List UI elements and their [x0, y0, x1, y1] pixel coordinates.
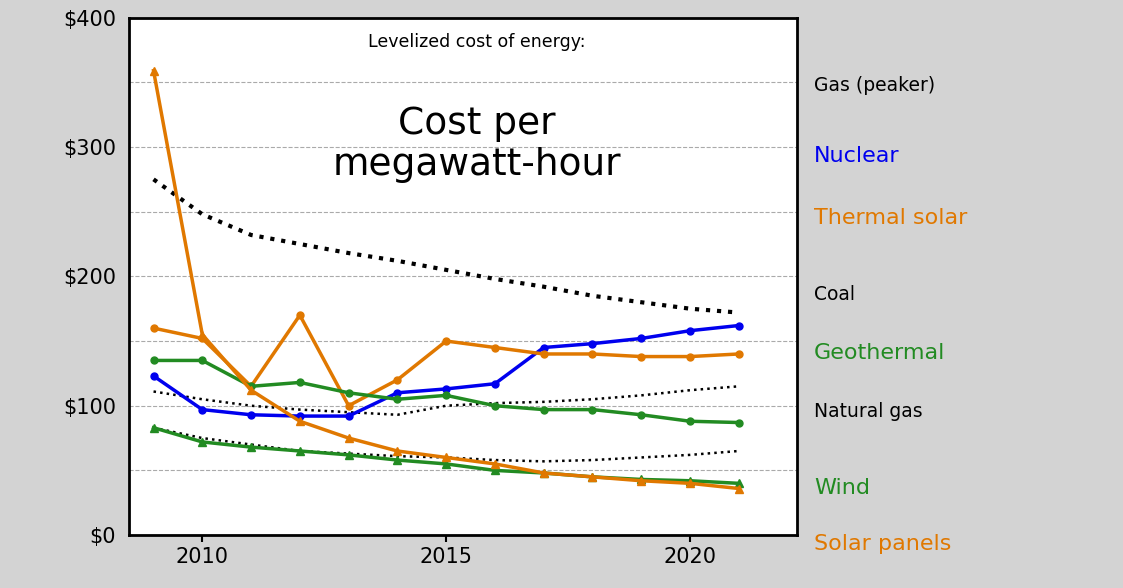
Text: Thermal solar: Thermal solar	[814, 208, 968, 228]
Text: Natural gas: Natural gas	[814, 402, 923, 421]
Text: Levelized cost of energy:: Levelized cost of energy:	[368, 33, 585, 51]
Text: Nuclear: Nuclear	[814, 146, 900, 166]
Text: Wind: Wind	[814, 478, 870, 498]
Text: Coal: Coal	[814, 285, 856, 303]
Text: Cost per
megawatt-hour: Cost per megawatt-hour	[332, 106, 621, 183]
Text: Geothermal: Geothermal	[814, 343, 946, 363]
Text: Gas (peaker): Gas (peaker)	[814, 76, 935, 95]
Text: Solar panels: Solar panels	[814, 534, 951, 554]
